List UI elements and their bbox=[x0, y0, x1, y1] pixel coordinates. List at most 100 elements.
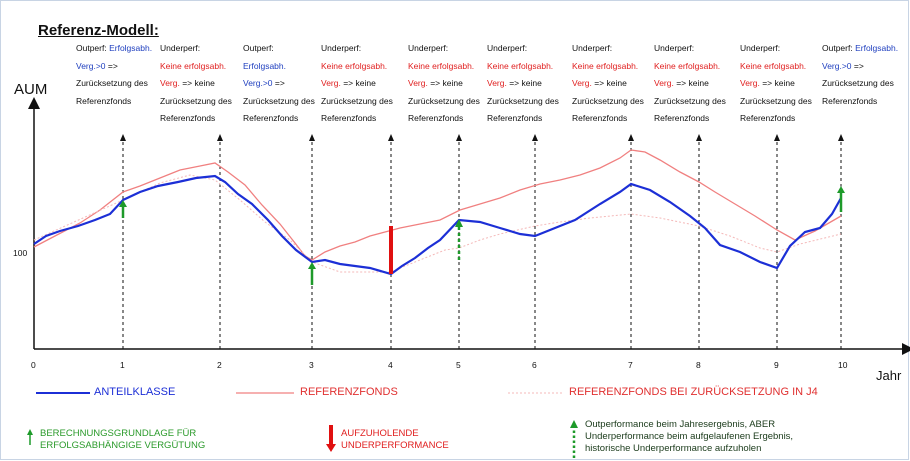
annotation-text: Keine erfolgsabh. bbox=[654, 60, 721, 71]
annotation-line: Outperf: Erfolgsabh. bbox=[822, 40, 898, 58]
y-axis-label: AUM bbox=[14, 81, 47, 98]
year-dashed-lines bbox=[120, 134, 844, 349]
green-arrow-year-3-head bbox=[308, 262, 316, 269]
series-anteilklasse bbox=[33, 174, 842, 276]
x-tick-4: 4 bbox=[388, 360, 393, 370]
annotation-line: Zurücksetzung des bbox=[160, 93, 232, 111]
year-line-arrow-5 bbox=[456, 134, 462, 141]
annotation-line: Underperf: bbox=[487, 40, 559, 58]
y-tick-100: 100 bbox=[13, 248, 27, 258]
annotation-line: Underperf: bbox=[160, 40, 232, 58]
series-referenzfonds bbox=[33, 149, 842, 261]
annotation-line: Referenzfonds bbox=[408, 110, 480, 128]
footnote-green-line-1: BERECHNUNGSGRUNDLAGE FÜR bbox=[40, 428, 197, 439]
annotation-text: Erfolgsabh. bbox=[855, 43, 899, 53]
annotation-line: Referenzfonds bbox=[487, 110, 559, 128]
annotation-year-9: Underperf: Keine erfolgsabh. Verg. => kein… bbox=[740, 40, 812, 128]
annotation-year-6: Underperf: Keine erfolgsabh. Verg. => kein… bbox=[487, 40, 559, 128]
annotation-text: Verg.>0 bbox=[76, 60, 106, 71]
footnote-red-bar-shaft bbox=[329, 425, 333, 447]
annotation-line: Verg. => keine bbox=[408, 75, 480, 93]
annotation-line: Zurücksetzung des bbox=[654, 93, 726, 111]
dotted-green-arrow-head bbox=[455, 219, 463, 227]
annotation-text: Erfolgsabh. bbox=[243, 60, 286, 71]
annotation-text: Keine erfolgsabh. bbox=[408, 60, 475, 71]
year-line-arrow-9 bbox=[774, 134, 780, 141]
annotation-line: Zurücksetzung des bbox=[487, 93, 559, 111]
annotation-text: Zurücksetzung des bbox=[487, 95, 559, 106]
annotation-line: Zurücksetzung des bbox=[572, 93, 644, 111]
footnote-green-arrow-icon bbox=[27, 429, 33, 445]
annotation-line: Keine erfolgsabh. bbox=[321, 58, 393, 76]
annotation-line: Verg.>0 => bbox=[822, 58, 898, 76]
annotation-text: Outperf: bbox=[822, 43, 856, 53]
annotation-line: Verg. => keine bbox=[321, 75, 393, 93]
annotation-line: Zurücksetzung des bbox=[740, 93, 812, 111]
annotation-text: Underperf: bbox=[160, 43, 201, 53]
annotation-text: Verg. bbox=[572, 78, 592, 88]
year-line-arrow-1 bbox=[120, 134, 126, 141]
annotation-line: Erfolgsabh. bbox=[243, 58, 315, 76]
annotation-line: Verg.>0 => bbox=[76, 58, 152, 76]
annotation-text: Verg. bbox=[408, 78, 428, 88]
annotation-text: Zurücksetzung des bbox=[76, 78, 148, 88]
annotation-line: Keine erfolgsabh. bbox=[740, 58, 812, 76]
footnote-red-line-2: UNDERPERFORMANCE bbox=[341, 440, 449, 451]
annotation-text: Verg. bbox=[654, 78, 674, 88]
annotation-text: Underperf: bbox=[487, 43, 528, 53]
annotation-year-4: Underperf: Keine erfolgsabh. Verg. => kein… bbox=[321, 40, 393, 128]
x-tick-9: 9 bbox=[774, 360, 779, 370]
annotation-text: Referenzfonds bbox=[408, 113, 464, 123]
annotation-year-3: Outperf: Erfolgsabh. Verg.>0 => Zurücksetzu… bbox=[243, 40, 315, 128]
annotation-text: Underperf: bbox=[740, 43, 781, 53]
annotation-text: Underperf: bbox=[572, 43, 613, 53]
annotation-line: Verg. => keine bbox=[160, 75, 232, 93]
annotation-line: Outperf: Erfolgsabh. bbox=[76, 40, 152, 58]
annotation-line: Referenzfonds bbox=[243, 110, 315, 128]
annotation-text: Zurücksetzung des bbox=[160, 95, 232, 106]
green-arrow-year-10 bbox=[837, 186, 845, 212]
annotation-line: Underperf: bbox=[408, 40, 480, 58]
annotation-line: Zurücksetzung des bbox=[408, 93, 480, 111]
annotation-text: Outperf: bbox=[76, 43, 110, 53]
annotation-line: Referenzfonds bbox=[76, 93, 152, 111]
annotation-text: => bbox=[851, 60, 864, 71]
series-lines bbox=[33, 149, 842, 276]
annotation-text: => keine bbox=[506, 78, 542, 88]
annotation-year-5: Underperf: Keine erfolgsabh. Verg. => kein… bbox=[408, 40, 480, 128]
x-tick-2: 2 bbox=[217, 360, 222, 370]
annotation-text: Verg. bbox=[740, 78, 760, 88]
green-arrow-year-3 bbox=[308, 262, 316, 285]
annotation-text: Underperf: bbox=[408, 43, 449, 53]
annotation-line: Zurücksetzung des bbox=[76, 75, 152, 93]
annotation-year-10: Outperf: Erfolgsabh. Verg.>0 => Zurücksetz… bbox=[822, 40, 898, 110]
annotation-text: => bbox=[105, 60, 118, 71]
annotation-line: Referenzfonds bbox=[160, 110, 232, 128]
axes bbox=[28, 97, 910, 355]
x-tick-7: 7 bbox=[628, 360, 633, 370]
annotation-text: Underperf: bbox=[654, 43, 695, 53]
diagram-title: Referenz-Modell: bbox=[38, 22, 159, 39]
annotation-text: => bbox=[272, 78, 285, 88]
annotation-text: Verg. bbox=[321, 78, 341, 88]
annotation-text: Zurücksetzung des bbox=[321, 95, 393, 106]
x-tick-labels: 0 1 2 3 4 5 6 7 8 9 10 bbox=[31, 360, 848, 370]
green-arrow-year-1-head bbox=[119, 200, 127, 207]
annotation-line: Verg. => keine bbox=[487, 75, 559, 93]
annotation-text: => keine bbox=[340, 78, 376, 88]
legend-reset: REFERENZFONDS BEI ZURÜCKSETZUNG IN J4 bbox=[569, 386, 818, 398]
year-line-arrow-3 bbox=[309, 134, 315, 141]
annotation-line: Zurücksetzung des bbox=[243, 93, 315, 111]
annotation-text: Verg. bbox=[160, 78, 180, 88]
annotation-text: Referenzfonds bbox=[76, 95, 132, 106]
annotation-text: Referenzfonds bbox=[487, 113, 543, 123]
annotation-line: Zurücksetzung des bbox=[822, 75, 898, 93]
annotation-text: => keine bbox=[591, 78, 627, 88]
annotation-line: Outperf: bbox=[243, 40, 315, 58]
annotation-text: Outperf: bbox=[243, 43, 274, 53]
annotation-text: Referenzfonds bbox=[740, 113, 796, 123]
footnote-red-bar-head bbox=[326, 444, 336, 452]
annotation-line: Keine erfolgsabh. bbox=[160, 58, 232, 76]
